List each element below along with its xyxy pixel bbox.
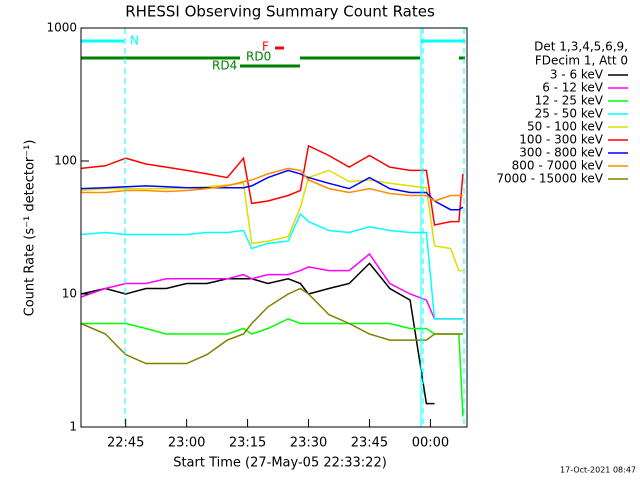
legend-label: 300 - 800 keV [519, 146, 603, 160]
series-line [80, 169, 463, 272]
x-tick-label: 23:15 [229, 436, 266, 451]
state-label: RD0 [246, 50, 271, 64]
x-tick-label: 23:00 [168, 436, 205, 451]
legend-label: 100 - 300 keV [519, 133, 603, 147]
legend-label: 800 - 7000 keV [512, 159, 604, 173]
plot-area [80, 144, 464, 417]
legend-label: 3 - 6 keV [550, 68, 604, 82]
legend-title: Det 1,3,4,5,6,9, [534, 40, 628, 54]
legend-title: FDecim 1, Att 0 [535, 54, 628, 68]
x-axis-title: Start Time (27-May-05 22:33:22) [173, 456, 387, 471]
footer: 17-Oct-2021 08:47 [560, 466, 636, 475]
y-tick-label: 100 [54, 154, 77, 168]
legend-label: 12 - 25 keV [535, 94, 604, 108]
legend-label: 6 - 12 keV [542, 81, 604, 95]
state-label: N [130, 34, 139, 48]
series-line [80, 287, 463, 365]
state-label: F [262, 40, 269, 54]
series-line [80, 169, 464, 211]
y-tick-label: 10 [62, 287, 77, 301]
x-tick-label: 00:00 [412, 436, 449, 451]
state-label: RD4 [212, 59, 237, 73]
legend-label: 50 - 100 keV [527, 120, 604, 134]
legend-label: 7000 - 15000 keV [496, 172, 603, 186]
y-tick-label: 1000 [46, 21, 77, 35]
y-axis-title: Count Rate (s⁻¹ detector⁻¹) [23, 140, 38, 317]
series-line [80, 212, 463, 320]
plot-frame [80, 27, 468, 428]
series-line [80, 262, 435, 405]
y-tick-label: 1 [69, 420, 77, 434]
chart-title: RHESSI Observing Summary Count Rates [125, 3, 435, 21]
x-tick-label: 23:30 [290, 436, 327, 451]
series-line [81, 318, 464, 417]
series-line [80, 252, 463, 320]
x-tick-label: 23:45 [351, 436, 388, 451]
series-line [80, 144, 464, 226]
series-line [81, 167, 463, 202]
legend-label: 25 - 50 keV [535, 107, 604, 121]
x-tick-label: 22:45 [107, 436, 144, 451]
